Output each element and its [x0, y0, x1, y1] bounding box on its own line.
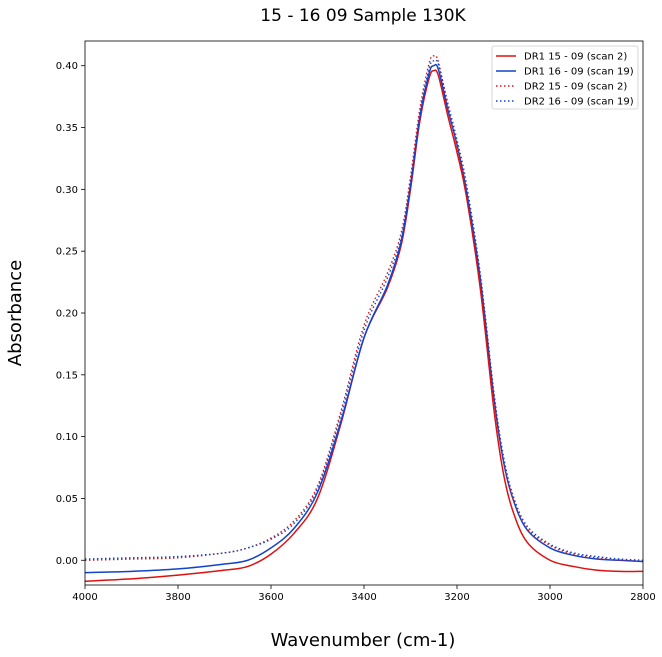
series-layer	[85, 54, 643, 583]
y-tick-label: 0.25	[56, 247, 78, 258]
legend: DR1 15 - 09 (scan 2) DR1 16 - 09 (scan 19…	[491, 45, 639, 110]
x-tick-label: 3600	[258, 592, 283, 603]
ticks-layer: 4000 3800 3600 3400 3200 3000 2800 0.00 0.05 0.10…	[56, 61, 656, 603]
y-tick-label: 0.15	[56, 370, 78, 381]
y-tick-label: 0.10	[56, 432, 78, 443]
series-line-3	[85, 54, 643, 563]
y-tick-label: 0.20	[56, 309, 78, 320]
x-tick-label: 2800	[630, 592, 655, 603]
series-line-2	[85, 63, 643, 574]
legend-label: DR1 15 - 09 (scan 2)	[524, 52, 627, 63]
y-tick-label: 0.40	[56, 61, 78, 72]
legend-label: DR2 15 - 09 (scan 2)	[524, 82, 627, 93]
legend-box	[491, 45, 639, 110]
legend-label: DR2 16 - 09 (scan 19)	[524, 97, 634, 108]
x-tick-label: 3000	[537, 592, 562, 603]
y-tick-label: 0.35	[56, 123, 78, 134]
chart-title: 15 - 16 09 Sample 130K	[260, 6, 466, 26]
x-tick-label: 3400	[351, 592, 376, 603]
y-tick-label: 0.30	[56, 185, 78, 196]
series-line-1	[85, 69, 643, 583]
y-tick-label: 0.05	[56, 494, 78, 505]
x-tick-label: 4000	[72, 592, 97, 603]
y-tick-label: 0.00	[56, 556, 78, 567]
x-axis-label: Wavenumber (cm-1)	[271, 630, 456, 651]
legend-label: DR1 16 - 09 (scan 19)	[524, 67, 634, 78]
series-line-4	[85, 59, 643, 561]
y-axis-label: Absorbance	[5, 260, 26, 366]
x-tick-label: 3200	[444, 592, 469, 603]
x-tick-label: 3800	[165, 592, 190, 603]
plot-frame	[84, 40, 644, 586]
